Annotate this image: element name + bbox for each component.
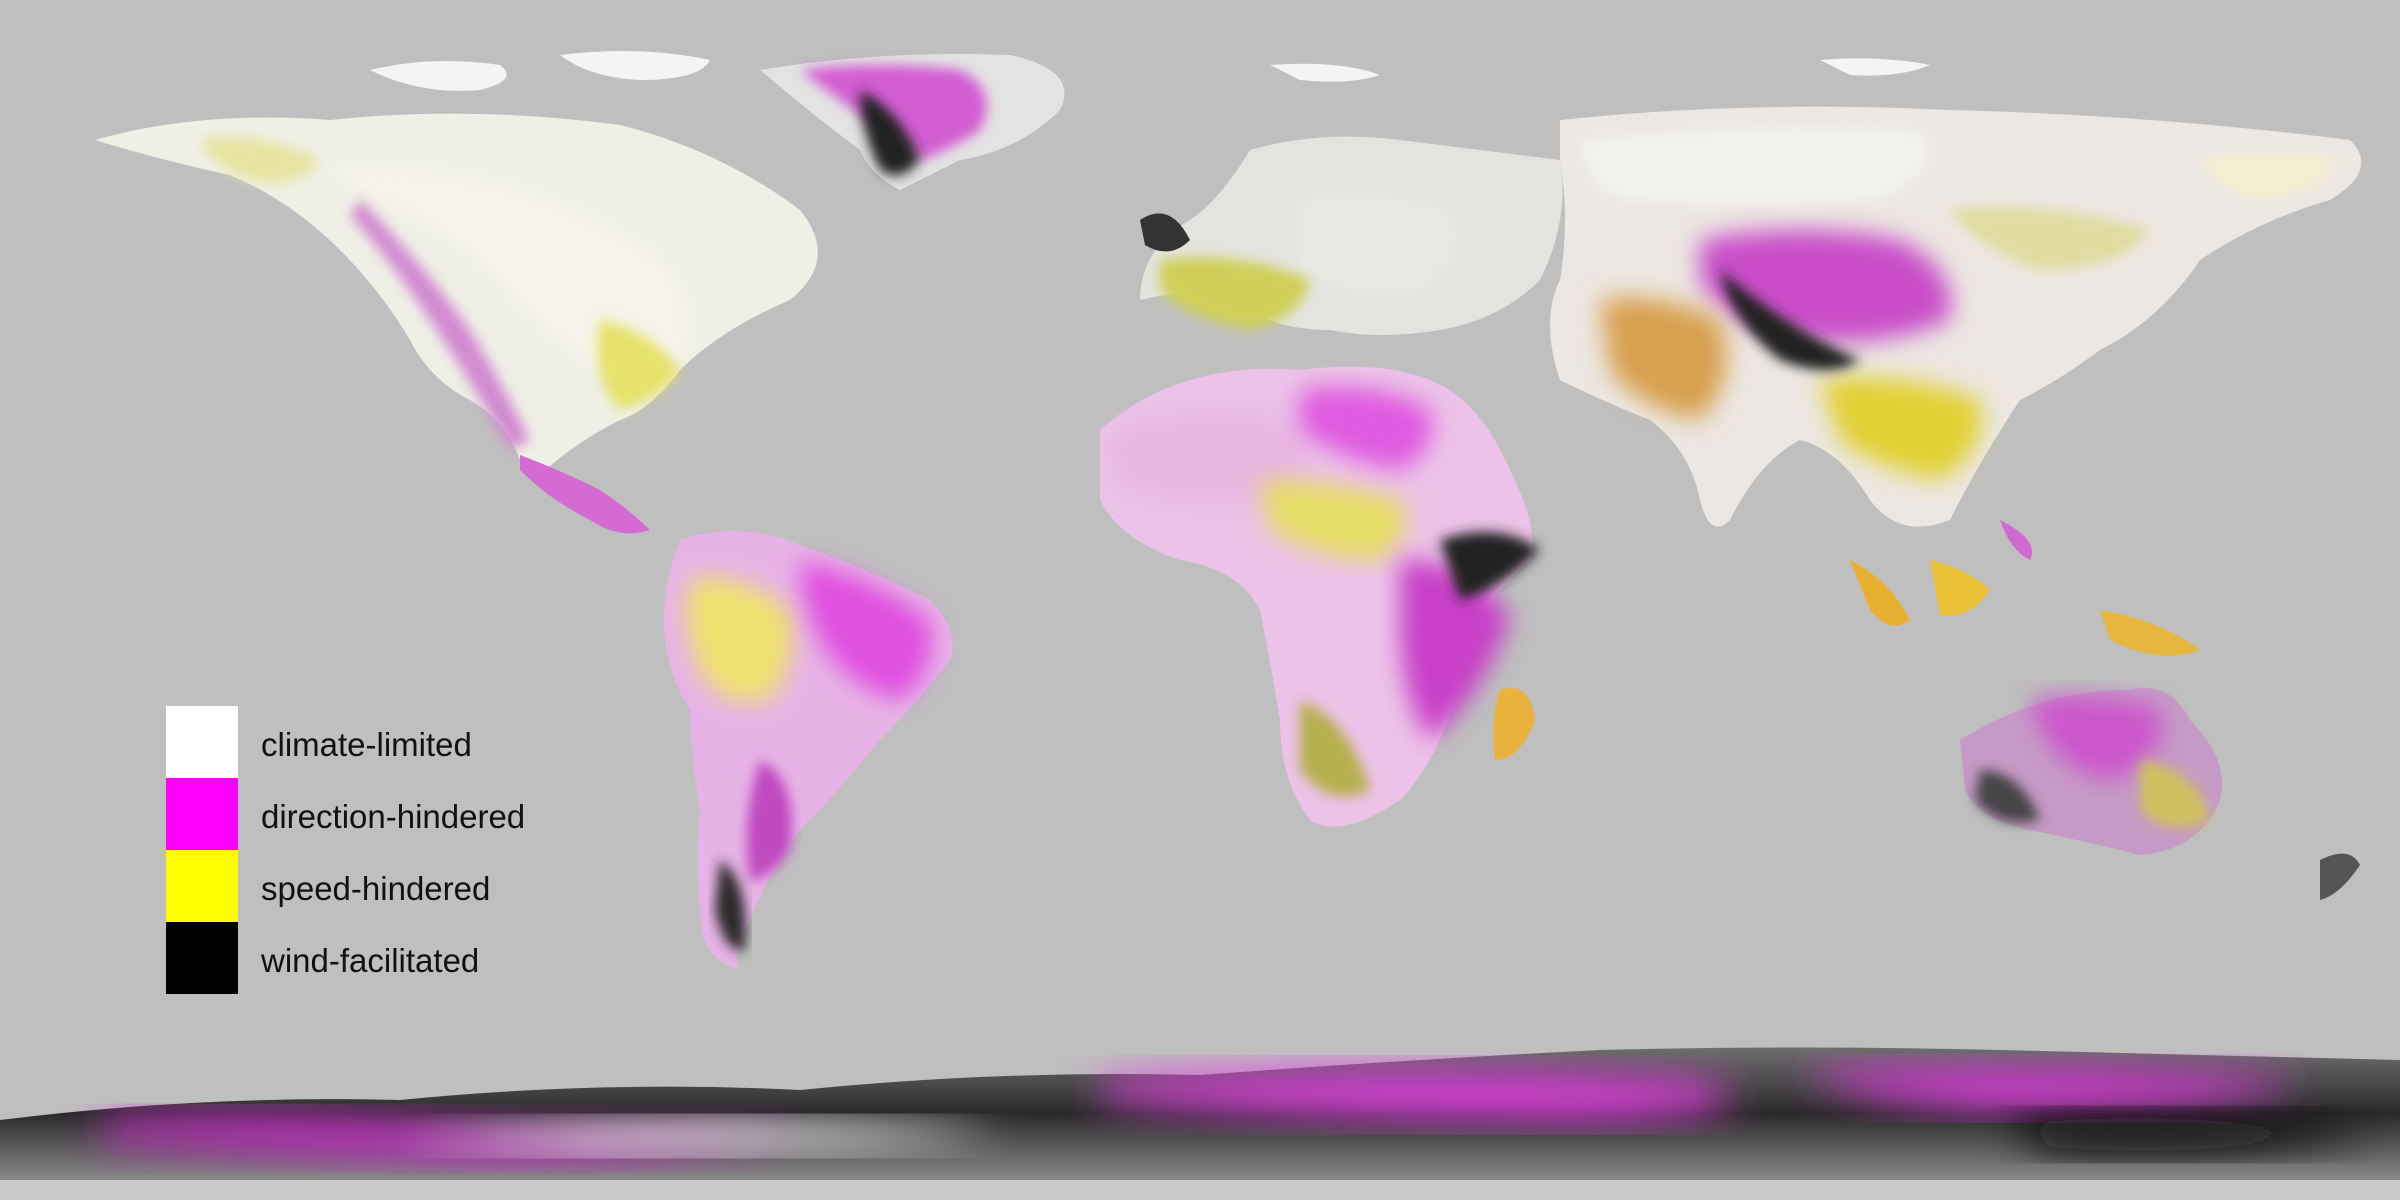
legend-label: speed-hindered [261,870,491,907]
legend-label: direction-hindered [261,798,526,835]
legend-swatch [166,778,238,850]
asia-region [1550,106,2362,527]
legend-swatch [166,850,238,922]
africa-region [1100,366,1540,827]
legend-label: climate-limited [261,726,472,763]
arctic-islands [370,51,1930,91]
greenland-region [760,54,1065,190]
north-america-region [95,113,818,534]
legend-swatch [166,922,238,994]
antarctica-region [0,1047,2400,1200]
maritime-asia-region [1850,520,2200,656]
legend-label: wind-facilitated [261,942,480,979]
europe-region [1140,136,1563,335]
australia-region [1960,688,2360,900]
legend-swatch [166,706,238,778]
south-america-region [664,531,953,970]
